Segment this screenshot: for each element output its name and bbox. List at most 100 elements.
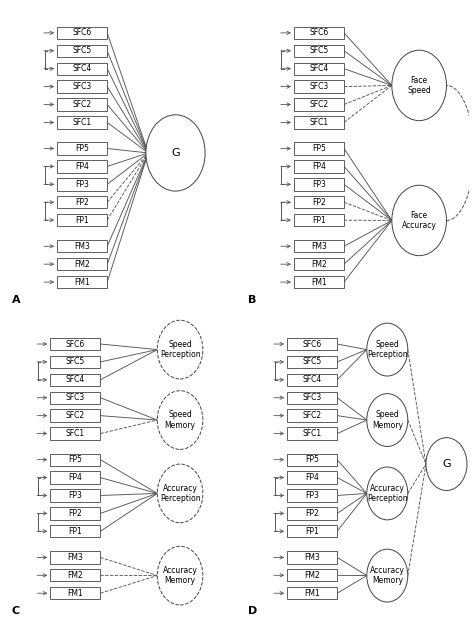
FancyBboxPatch shape [50,551,100,563]
Text: FP4: FP4 [75,162,89,171]
FancyBboxPatch shape [294,116,344,128]
Text: FP1: FP1 [312,216,326,225]
Text: SFC3: SFC3 [310,82,328,91]
FancyBboxPatch shape [57,143,107,155]
Text: SFC5: SFC5 [73,46,92,56]
Text: FP1: FP1 [68,527,82,536]
Text: Speed
Memory: Speed Memory [164,410,196,429]
Circle shape [367,323,408,376]
FancyBboxPatch shape [50,507,100,520]
FancyBboxPatch shape [50,489,100,502]
Text: SFC6: SFC6 [66,339,85,349]
FancyBboxPatch shape [57,160,107,173]
FancyBboxPatch shape [294,143,344,155]
Text: FM3: FM3 [304,553,320,562]
Text: D: D [248,607,258,616]
FancyBboxPatch shape [294,240,344,252]
FancyBboxPatch shape [287,489,337,502]
Text: SFC5: SFC5 [310,46,328,56]
Text: FP2: FP2 [68,509,82,518]
Text: FP2: FP2 [75,197,89,207]
Text: Accuracy
Perception: Accuracy Perception [367,484,408,503]
FancyBboxPatch shape [57,276,107,288]
Text: FP2: FP2 [305,509,319,518]
Text: FP5: FP5 [75,144,89,153]
FancyBboxPatch shape [50,471,100,484]
FancyBboxPatch shape [50,356,100,368]
FancyBboxPatch shape [287,392,337,404]
Circle shape [157,546,203,605]
Text: FP2: FP2 [312,197,326,207]
FancyBboxPatch shape [57,240,107,252]
Text: A: A [11,296,20,305]
Text: FP1: FP1 [305,527,319,536]
FancyBboxPatch shape [294,258,344,270]
Text: FM1: FM1 [67,589,83,598]
Text: SFC3: SFC3 [66,393,85,402]
Text: Accuracy
Perception: Accuracy Perception [160,484,201,503]
Text: FP3: FP3 [75,180,89,189]
Text: SFC6: SFC6 [302,339,322,349]
FancyBboxPatch shape [50,453,100,466]
Text: Speed
Perception: Speed Perception [367,340,408,359]
FancyBboxPatch shape [50,392,100,404]
Text: SFC2: SFC2 [66,411,85,420]
Text: FM1: FM1 [311,278,327,286]
FancyBboxPatch shape [50,525,100,537]
FancyBboxPatch shape [287,471,337,484]
Text: SFC2: SFC2 [302,411,322,420]
FancyBboxPatch shape [57,116,107,128]
Text: SFC1: SFC1 [302,429,322,438]
FancyBboxPatch shape [287,525,337,537]
FancyBboxPatch shape [57,27,107,39]
Circle shape [392,185,447,255]
Text: FP1: FP1 [75,216,89,225]
Text: FP5: FP5 [312,144,326,153]
Text: FP4: FP4 [312,162,326,171]
FancyBboxPatch shape [294,27,344,39]
Text: FM2: FM2 [304,571,320,580]
FancyBboxPatch shape [50,338,100,350]
FancyBboxPatch shape [287,507,337,520]
Circle shape [426,437,467,491]
FancyBboxPatch shape [50,587,100,599]
Text: FM3: FM3 [74,242,90,251]
Text: G: G [442,459,451,469]
Text: Speed
Memory: Speed Memory [372,410,403,429]
Text: FP5: FP5 [68,455,82,464]
Text: SFC3: SFC3 [73,82,92,91]
FancyBboxPatch shape [57,178,107,191]
FancyBboxPatch shape [287,338,337,350]
FancyBboxPatch shape [294,98,344,110]
FancyBboxPatch shape [294,276,344,288]
FancyBboxPatch shape [294,178,344,191]
Text: FM3: FM3 [67,553,83,562]
Text: FM2: FM2 [67,571,83,580]
Text: SFC2: SFC2 [310,100,328,109]
Text: FM3: FM3 [311,242,327,251]
Text: SFC4: SFC4 [302,375,322,384]
FancyBboxPatch shape [57,196,107,209]
Text: FM2: FM2 [311,260,327,268]
Text: Accuracy
Memory: Accuracy Memory [370,566,405,586]
Circle shape [392,50,447,121]
FancyBboxPatch shape [287,374,337,386]
FancyBboxPatch shape [294,80,344,93]
Text: SFC5: SFC5 [66,357,85,366]
Text: FM2: FM2 [74,260,90,268]
FancyBboxPatch shape [294,196,344,209]
FancyBboxPatch shape [57,44,107,57]
FancyBboxPatch shape [287,356,337,368]
Text: SFC6: SFC6 [73,28,92,38]
Text: G: G [171,148,180,158]
Text: FP3: FP3 [312,180,326,189]
FancyBboxPatch shape [287,410,337,422]
FancyBboxPatch shape [57,62,107,75]
Text: SFC4: SFC4 [310,64,328,73]
Circle shape [367,549,408,602]
Text: C: C [11,607,20,616]
Text: Speed
Perception: Speed Perception [160,340,201,359]
Text: SFC6: SFC6 [310,28,328,38]
Circle shape [157,391,203,449]
Text: SFC1: SFC1 [66,429,85,438]
